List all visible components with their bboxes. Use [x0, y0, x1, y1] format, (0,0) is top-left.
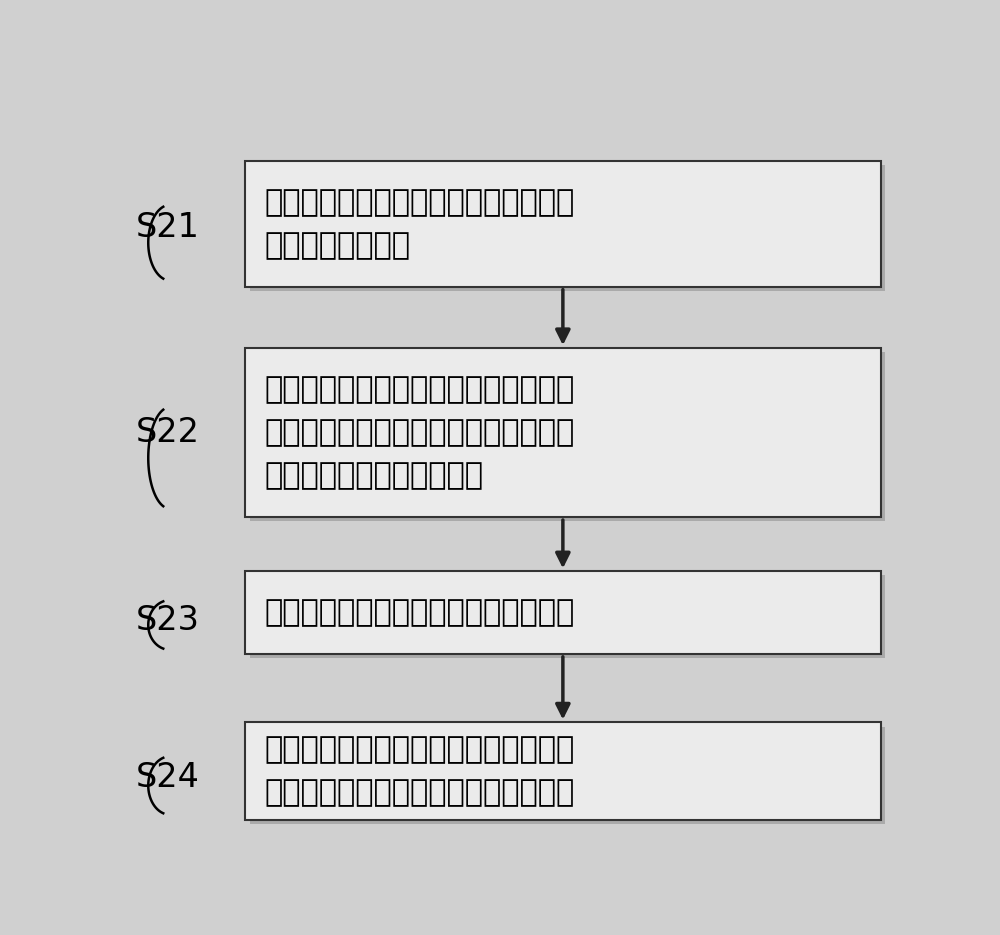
- Bar: [250, 726, 885, 824]
- Text: 在初始分割阈值辅助下，进行图像分割
，得到分割后的道路场景的序列图像。: 在初始分割阈值辅助下，进行图像分割 ，得到分割后的道路场景的序列图像。: [264, 735, 575, 807]
- Text: S21: S21: [136, 211, 200, 244]
- Text: 在每一帧正射碎片图像中，对初始路面
像素采样区域进行局部的采样与计算，
得到初始的影像分割阈值；: 在每一帧正射碎片图像中，对初始路面 像素采样区域进行局部的采样与计算， 得到初始…: [264, 375, 575, 490]
- Text: S22: S22: [136, 416, 200, 449]
- Text: S23: S23: [136, 604, 200, 638]
- Bar: [250, 165, 885, 291]
- Text: 估计道路与天空分界的消失线的位置；: 估计道路与天空分界的消失线的位置；: [264, 598, 575, 627]
- Bar: [245, 348, 881, 517]
- Bar: [245, 161, 881, 287]
- Text: 基于粗划分区域的方法标示得到初始路
面像素采样区域；: 基于粗划分区域的方法标示得到初始路 面像素采样区域；: [264, 188, 575, 260]
- Bar: [245, 571, 881, 654]
- Bar: [250, 575, 885, 658]
- Bar: [245, 723, 881, 820]
- Bar: [250, 352, 885, 522]
- Text: S24: S24: [136, 761, 200, 794]
